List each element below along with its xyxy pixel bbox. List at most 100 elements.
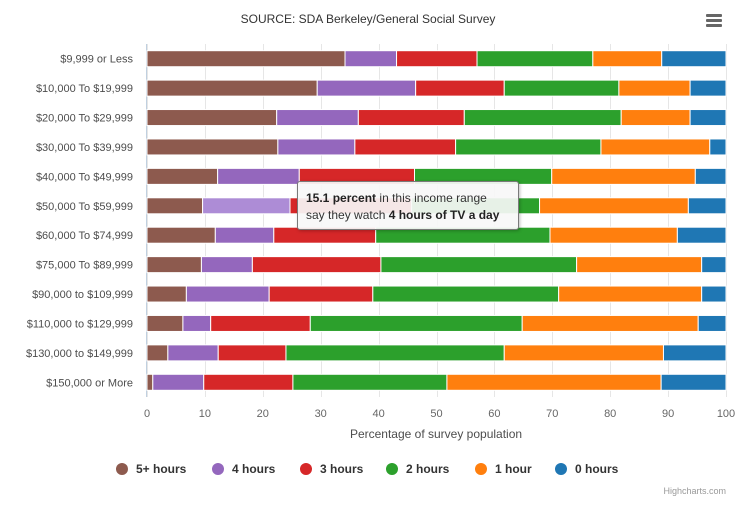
legend-item[interactable]: 5+ hours: [116, 459, 186, 479]
bar-segment[interactable]: [217, 167, 300, 185]
tooltip-line-2: say they watch 4 hours of TV a day: [306, 207, 510, 224]
bar-segment[interactable]: [268, 285, 374, 303]
tooltip: 15.1 percent in this income range say th…: [297, 181, 519, 230]
bar-segment[interactable]: [709, 138, 727, 156]
bar-segment[interactable]: [618, 79, 691, 97]
tooltip-line-1: 15.1 percent in this income range: [306, 190, 510, 207]
category-label: $110,000 to $129,999: [27, 318, 133, 330]
bar-segment[interactable]: [203, 373, 294, 391]
bar-segment[interactable]: [697, 314, 727, 332]
bar-segment[interactable]: [521, 314, 699, 332]
legend-item[interactable]: 4 hours: [212, 459, 275, 479]
legend-item[interactable]: 3 hours: [300, 459, 363, 479]
bar-segment[interactable]: [185, 285, 270, 303]
bar-segment[interactable]: [701, 256, 727, 274]
x-tick-label: 0: [144, 408, 150, 420]
bar-segment[interactable]: [214, 226, 275, 244]
legend-label: 0 hours: [575, 462, 619, 476]
bars: [146, 50, 727, 391]
bar-segment[interactable]: [200, 256, 253, 274]
bar-segment[interactable]: [182, 314, 212, 332]
bar-segment[interactable]: [463, 109, 622, 127]
bar-segment[interactable]: [316, 79, 417, 97]
legend-label: 3 hours: [320, 462, 364, 476]
bar-segment[interactable]: [251, 256, 382, 274]
legend-swatch: [386, 463, 398, 475]
bar-segment[interactable]: [146, 109, 278, 127]
bar-segment[interactable]: [372, 285, 560, 303]
legend: 5+ hours 4 hours 3 hours 2 hours 1 hour 0 hou…: [0, 459, 736, 481]
bar-segment[interactable]: [687, 197, 727, 215]
bar-segment[interactable]: [558, 285, 703, 303]
tooltip-middle: in this income range: [376, 191, 487, 205]
bar-segment[interactable]: [146, 138, 279, 156]
bar-segment[interactable]: [620, 109, 691, 127]
bar-segment[interactable]: [689, 109, 727, 127]
bar-segment[interactable]: [146, 344, 169, 362]
legend-swatch: [300, 463, 312, 475]
bar-segment[interactable]: [276, 109, 359, 127]
bar-segment[interactable]: [380, 256, 578, 274]
bar-segment[interactable]: [146, 256, 202, 274]
bar-segment[interactable]: [354, 138, 457, 156]
bar-segment[interactable]: [202, 197, 291, 215]
bar-segment[interactable]: [146, 197, 204, 215]
bar-segment[interactable]: [660, 373, 727, 391]
bar-segment[interactable]: [662, 344, 727, 362]
bar-segment[interactable]: [357, 109, 465, 127]
category-axis: $9,999 or Less $10,000 To $19,999 $20,000 …: [26, 54, 134, 390]
bar-segment[interactable]: [701, 285, 727, 303]
x-tick-label: 60: [488, 408, 500, 420]
bar-segment[interactable]: [344, 50, 398, 68]
legend-item[interactable]: 2 hours: [386, 459, 449, 479]
bar-segment[interactable]: [146, 167, 219, 185]
bar-segment[interactable]: [503, 344, 664, 362]
bar-segment[interactable]: [152, 373, 205, 391]
category-label: $130,000 to $149,999: [26, 348, 133, 360]
bar-segment[interactable]: [503, 79, 620, 97]
credits-link[interactable]: Highcharts.com: [663, 486, 726, 496]
category-label: $20,000 To $29,999: [36, 113, 133, 125]
legend-label: 4 hours: [232, 462, 276, 476]
bar-segment[interactable]: [415, 79, 505, 97]
bar-segment[interactable]: [549, 226, 678, 244]
bar-segment[interactable]: [689, 79, 727, 97]
legend-swatch: [555, 463, 567, 475]
bar-segment[interactable]: [551, 167, 696, 185]
tooltip-unit: percent: [332, 191, 377, 205]
bar-segment[interactable]: [210, 314, 311, 332]
bar-segment[interactable]: [146, 50, 346, 68]
bar-segment[interactable]: [592, 50, 663, 68]
legend-item[interactable]: 1 hour: [475, 459, 532, 479]
legend-item[interactable]: 0 hours: [555, 459, 618, 479]
category-label: $9,999 or Less: [60, 54, 133, 66]
bar-segment[interactable]: [309, 314, 523, 332]
bar-segment[interactable]: [396, 50, 478, 68]
bar-segment[interactable]: [285, 344, 505, 362]
bar-segment[interactable]: [661, 50, 727, 68]
bar-segment[interactable]: [694, 167, 727, 185]
bar-segment[interactable]: [217, 344, 287, 362]
bar-segment[interactable]: [476, 50, 594, 68]
bar-segment[interactable]: [455, 138, 602, 156]
bar-segment[interactable]: [292, 373, 448, 391]
bar-segment[interactable]: [167, 344, 219, 362]
bar-segment[interactable]: [600, 138, 711, 156]
bar-segment[interactable]: [146, 373, 154, 391]
bar-segment[interactable]: [146, 285, 187, 303]
bar-segment[interactable]: [539, 197, 689, 215]
legend-label: 2 hours: [406, 462, 450, 476]
bar-segment[interactable]: [676, 226, 727, 244]
bar-segment[interactable]: [277, 138, 356, 156]
x-tick-label: 40: [372, 408, 384, 420]
hamburger-icon: [706, 14, 722, 17]
legend-swatch: [212, 463, 224, 475]
bar-segment[interactable]: [146, 226, 216, 244]
chart-menu-button[interactable]: [700, 10, 728, 34]
bar-segment[interactable]: [576, 256, 703, 274]
bar-segment[interactable]: [146, 79, 318, 97]
tooltip-value: 15.1: [306, 191, 330, 205]
bar-segment[interactable]: [446, 373, 662, 391]
bar-segment[interactable]: [146, 314, 184, 332]
